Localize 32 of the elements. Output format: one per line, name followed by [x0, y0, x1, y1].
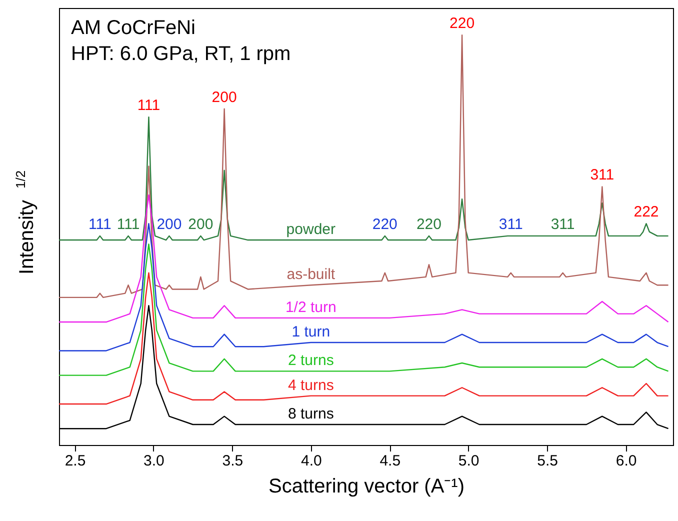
x-tick-label: 5.0 — [458, 452, 480, 470]
series-label: 4 turns — [288, 376, 334, 394]
annotation: 200 — [212, 88, 237, 106]
annotation: 220 — [372, 216, 398, 233]
annotation: 200 — [156, 216, 182, 233]
series-label: as-built — [286, 266, 336, 284]
series-label: 8 turns — [288, 406, 334, 423]
x-tick-label: 3.5 — [222, 452, 244, 470]
chart-title: AM CoCrFeNi — [71, 17, 196, 39]
x-tick-label: 5.5 — [537, 452, 558, 470]
x-tick-label: 2.5 — [64, 452, 86, 470]
series-label: 1 turn — [292, 324, 330, 341]
x-tick-label: 3.0 — [144, 452, 164, 470]
annotation: 220 — [416, 216, 442, 233]
annotation: 311 — [550, 216, 575, 233]
annotation: 200 — [188, 216, 214, 233]
series-label: 1/2 turn — [285, 298, 336, 316]
annotation: 111 — [137, 97, 160, 114]
annotation: 220 — [450, 15, 475, 32]
x-tick-label: 4.5 — [380, 452, 401, 470]
x-axis-title: Scattering vector (A⁻¹) — [268, 476, 464, 498]
annotation: 111 — [116, 216, 140, 233]
y-axis-title: Intensity1/2 — [13, 170, 38, 274]
annotation: 111 — [88, 216, 112, 233]
annotation: 311 — [590, 166, 614, 184]
x-tick-label: 6.0 — [616, 452, 637, 470]
x-tick-label: 4.0 — [300, 452, 322, 470]
annotation: 311 — [498, 216, 523, 233]
series-label: 2 turns — [288, 352, 334, 370]
annotation: 222 — [634, 204, 659, 221]
series-label: powder — [286, 221, 336, 238]
chart-subtitle: HPT: 6.0 GPa, RT, 1 rpm — [71, 43, 291, 65]
